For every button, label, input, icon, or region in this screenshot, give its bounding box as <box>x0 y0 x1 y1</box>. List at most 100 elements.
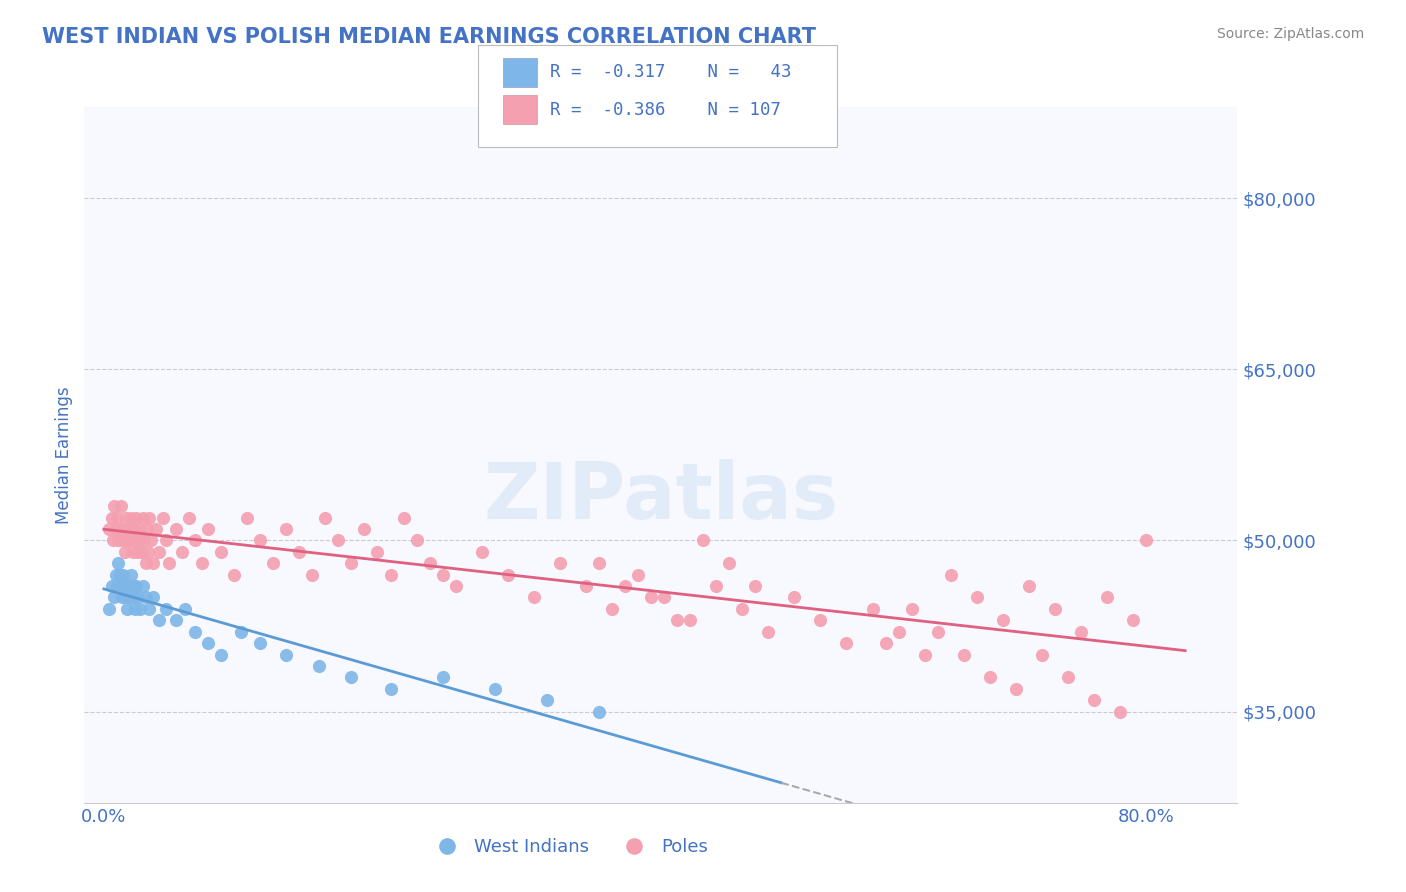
Point <box>444 579 467 593</box>
Point <box>229 624 252 639</box>
Point <box>114 579 136 593</box>
Point <box>115 591 138 605</box>
Point <box>1122 613 1144 627</box>
Point <box>301 567 323 582</box>
Point <box>548 556 571 570</box>
Point <box>142 591 165 605</box>
Point <box>875 636 897 650</box>
Point <box>120 567 142 582</box>
Point <box>614 579 637 593</box>
Point <box>1083 693 1105 707</box>
Text: Source: ZipAtlas.com: Source: ZipAtlas.com <box>1216 27 1364 41</box>
Point <box>1018 579 1040 593</box>
Point <box>197 636 219 650</box>
Point <box>135 591 157 605</box>
Point <box>419 556 441 570</box>
Point <box>122 522 145 536</box>
Point <box>756 624 779 639</box>
Point <box>98 522 121 536</box>
Point <box>308 659 330 673</box>
Point <box>105 579 128 593</box>
Point <box>114 545 136 559</box>
Point <box>148 613 170 627</box>
Point <box>224 567 246 582</box>
Point <box>471 545 494 559</box>
Point <box>118 533 141 548</box>
Point <box>900 602 922 616</box>
Point <box>380 681 402 696</box>
Point <box>887 624 910 639</box>
Point <box>914 648 936 662</box>
Y-axis label: Median Earnings: Median Earnings <box>55 386 73 524</box>
Point <box>98 602 121 616</box>
Point <box>991 613 1014 627</box>
Point <box>1004 681 1026 696</box>
Point <box>1135 533 1157 548</box>
Point <box>190 556 212 570</box>
Point <box>679 613 702 627</box>
Point <box>432 670 454 684</box>
Point <box>704 579 727 593</box>
Point <box>112 567 135 582</box>
Point <box>155 533 177 548</box>
Point <box>1109 705 1132 719</box>
Point <box>127 591 149 605</box>
Point <box>129 602 152 616</box>
Point <box>117 533 139 548</box>
Point <box>104 522 127 536</box>
Point <box>118 591 141 605</box>
Point <box>107 533 129 548</box>
Point <box>484 681 506 696</box>
Point <box>173 602 195 616</box>
Point <box>100 579 122 593</box>
Point <box>276 522 298 536</box>
Point <box>1070 624 1092 639</box>
Point <box>110 579 132 593</box>
Point <box>575 579 598 593</box>
Point <box>124 602 146 616</box>
Point <box>640 591 662 605</box>
Point <box>122 591 145 605</box>
Point <box>588 705 610 719</box>
Point <box>103 591 125 605</box>
Point <box>1095 591 1118 605</box>
Point <box>328 533 350 548</box>
Point <box>184 624 207 639</box>
Point <box>118 579 141 593</box>
Point <box>627 567 650 582</box>
Point <box>112 522 135 536</box>
Point <box>1043 602 1066 616</box>
Point <box>927 624 949 639</box>
Point <box>979 670 1001 684</box>
Point <box>142 556 165 570</box>
Point <box>124 533 146 548</box>
Point <box>148 545 170 559</box>
Point <box>1057 670 1080 684</box>
Point <box>366 545 388 559</box>
Point <box>131 545 153 559</box>
Text: ZIPatlas: ZIPatlas <box>484 458 838 534</box>
Point <box>107 556 129 570</box>
Point <box>692 533 714 548</box>
Point <box>314 510 336 524</box>
Point <box>111 591 134 605</box>
Point <box>145 522 167 536</box>
Point <box>177 510 200 524</box>
Point <box>121 579 143 593</box>
Point <box>125 579 148 593</box>
Point <box>128 522 150 536</box>
Point <box>136 545 159 559</box>
Point <box>340 556 363 570</box>
Text: WEST INDIAN VS POLISH MEDIAN EARNINGS CORRELATION CHART: WEST INDIAN VS POLISH MEDIAN EARNINGS CO… <box>42 27 815 46</box>
Point <box>209 648 232 662</box>
Point <box>118 522 141 536</box>
Point <box>353 522 375 536</box>
Point <box>152 510 174 524</box>
Point <box>666 613 689 627</box>
Point <box>536 693 558 707</box>
Point <box>718 556 741 570</box>
Point <box>135 556 157 570</box>
Point <box>110 500 132 514</box>
Point <box>249 636 271 650</box>
Point <box>108 567 131 582</box>
